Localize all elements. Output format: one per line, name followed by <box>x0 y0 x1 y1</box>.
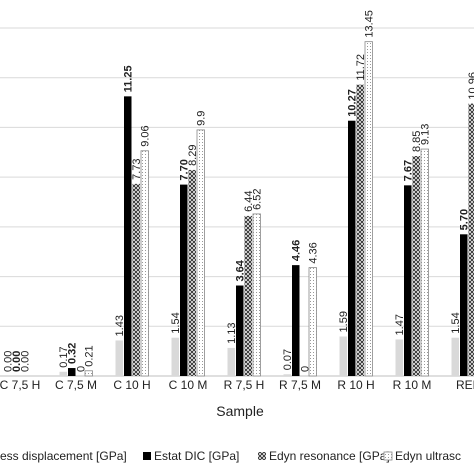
value-label: 0 <box>75 366 87 372</box>
legend-swatch <box>258 452 266 460</box>
bar <box>180 184 188 376</box>
bar <box>59 371 67 376</box>
bar <box>252 213 261 377</box>
value-label: 1.54 <box>170 312 182 333</box>
value-label: 3.64 <box>235 259 247 281</box>
bar <box>124 96 132 376</box>
bar <box>339 336 347 376</box>
bar <box>115 340 123 376</box>
value-label: 7.73 <box>131 158 143 179</box>
x-axis-title: Sample <box>216 403 264 419</box>
bar <box>188 169 196 376</box>
value-label: 7.70 <box>179 159 191 180</box>
bar <box>395 339 403 376</box>
value-label: 9.13 <box>420 124 432 145</box>
bar <box>451 337 459 376</box>
value-label: 0 <box>299 366 311 372</box>
bar <box>292 265 300 376</box>
x-tick-label: REF <box>456 378 474 392</box>
value-label: 13.45 <box>364 10 376 38</box>
legend-label: ess displacement [GPa] <box>0 449 127 463</box>
value-label: 0.32 <box>67 343 79 364</box>
value-label: 1.47 <box>394 314 406 335</box>
value-label: 0.00 <box>19 351 31 372</box>
bar <box>244 215 252 376</box>
x-tick-label: R 7,5 H <box>224 378 265 392</box>
x-tick-label: R 7,5 M <box>279 378 321 392</box>
value-label: 0.07 <box>282 349 294 370</box>
x-tick-label: R 10 H <box>337 378 374 392</box>
bar <box>404 185 412 376</box>
legend-label: Edyn resonance [GPa] <box>269 449 390 463</box>
value-label: 1.43 <box>114 315 126 336</box>
value-label: 0.00 <box>2 351 14 372</box>
value-label: 11.25 <box>123 65 135 92</box>
value-label: 10.96 <box>467 72 474 100</box>
bar <box>140 150 149 377</box>
bar <box>171 337 179 376</box>
value-label: 7.67 <box>403 160 415 181</box>
value-label: 11.72 <box>355 54 367 81</box>
value-label: 6.44 <box>243 190 255 211</box>
bar <box>364 41 373 377</box>
value-label: 1.13 <box>226 322 238 343</box>
x-tick-label: C 7,5 H <box>0 378 40 392</box>
bar <box>420 148 429 377</box>
value-label: 0.17 <box>58 346 70 367</box>
bar <box>348 120 356 377</box>
value-label: 4.36 <box>308 242 320 263</box>
bar <box>68 368 76 376</box>
value-label: 1.54 <box>450 312 462 333</box>
legend-swatch <box>143 452 151 460</box>
x-tick-label: C 10 H <box>113 378 150 392</box>
value-label: 5.70 <box>459 209 471 230</box>
value-label: 0.21 <box>84 345 96 366</box>
bar <box>308 267 317 377</box>
bar <box>468 103 474 377</box>
bar <box>196 129 205 377</box>
value-label: 10.27 <box>347 89 359 117</box>
x-tick-label: C 7,5 M <box>55 378 97 392</box>
value-label: 6.52 <box>252 189 264 210</box>
value-label: 9.9 <box>196 111 208 126</box>
bar <box>412 156 420 376</box>
legend-label: Estat DIC [GPa] <box>154 449 239 463</box>
value-label: 9.06 <box>140 125 152 146</box>
bar <box>356 84 364 376</box>
bar <box>460 234 468 376</box>
bar <box>132 183 140 376</box>
value-label: 8.85 <box>411 131 423 152</box>
legend-swatch <box>383 451 393 461</box>
legend-label: Edyn ultrasc <box>395 449 461 463</box>
value-label: 8.29 <box>187 145 199 166</box>
value-label: 1.59 <box>338 311 350 332</box>
x-tick-label: C 10 M <box>169 378 208 392</box>
bar <box>236 285 244 376</box>
value-label: 0.00 <box>11 351 23 372</box>
value-label: 4.46 <box>291 240 303 261</box>
x-tick-label: R 10 M <box>393 378 432 392</box>
bar <box>84 370 93 377</box>
bar <box>227 347 235 376</box>
bar <box>283 374 291 376</box>
